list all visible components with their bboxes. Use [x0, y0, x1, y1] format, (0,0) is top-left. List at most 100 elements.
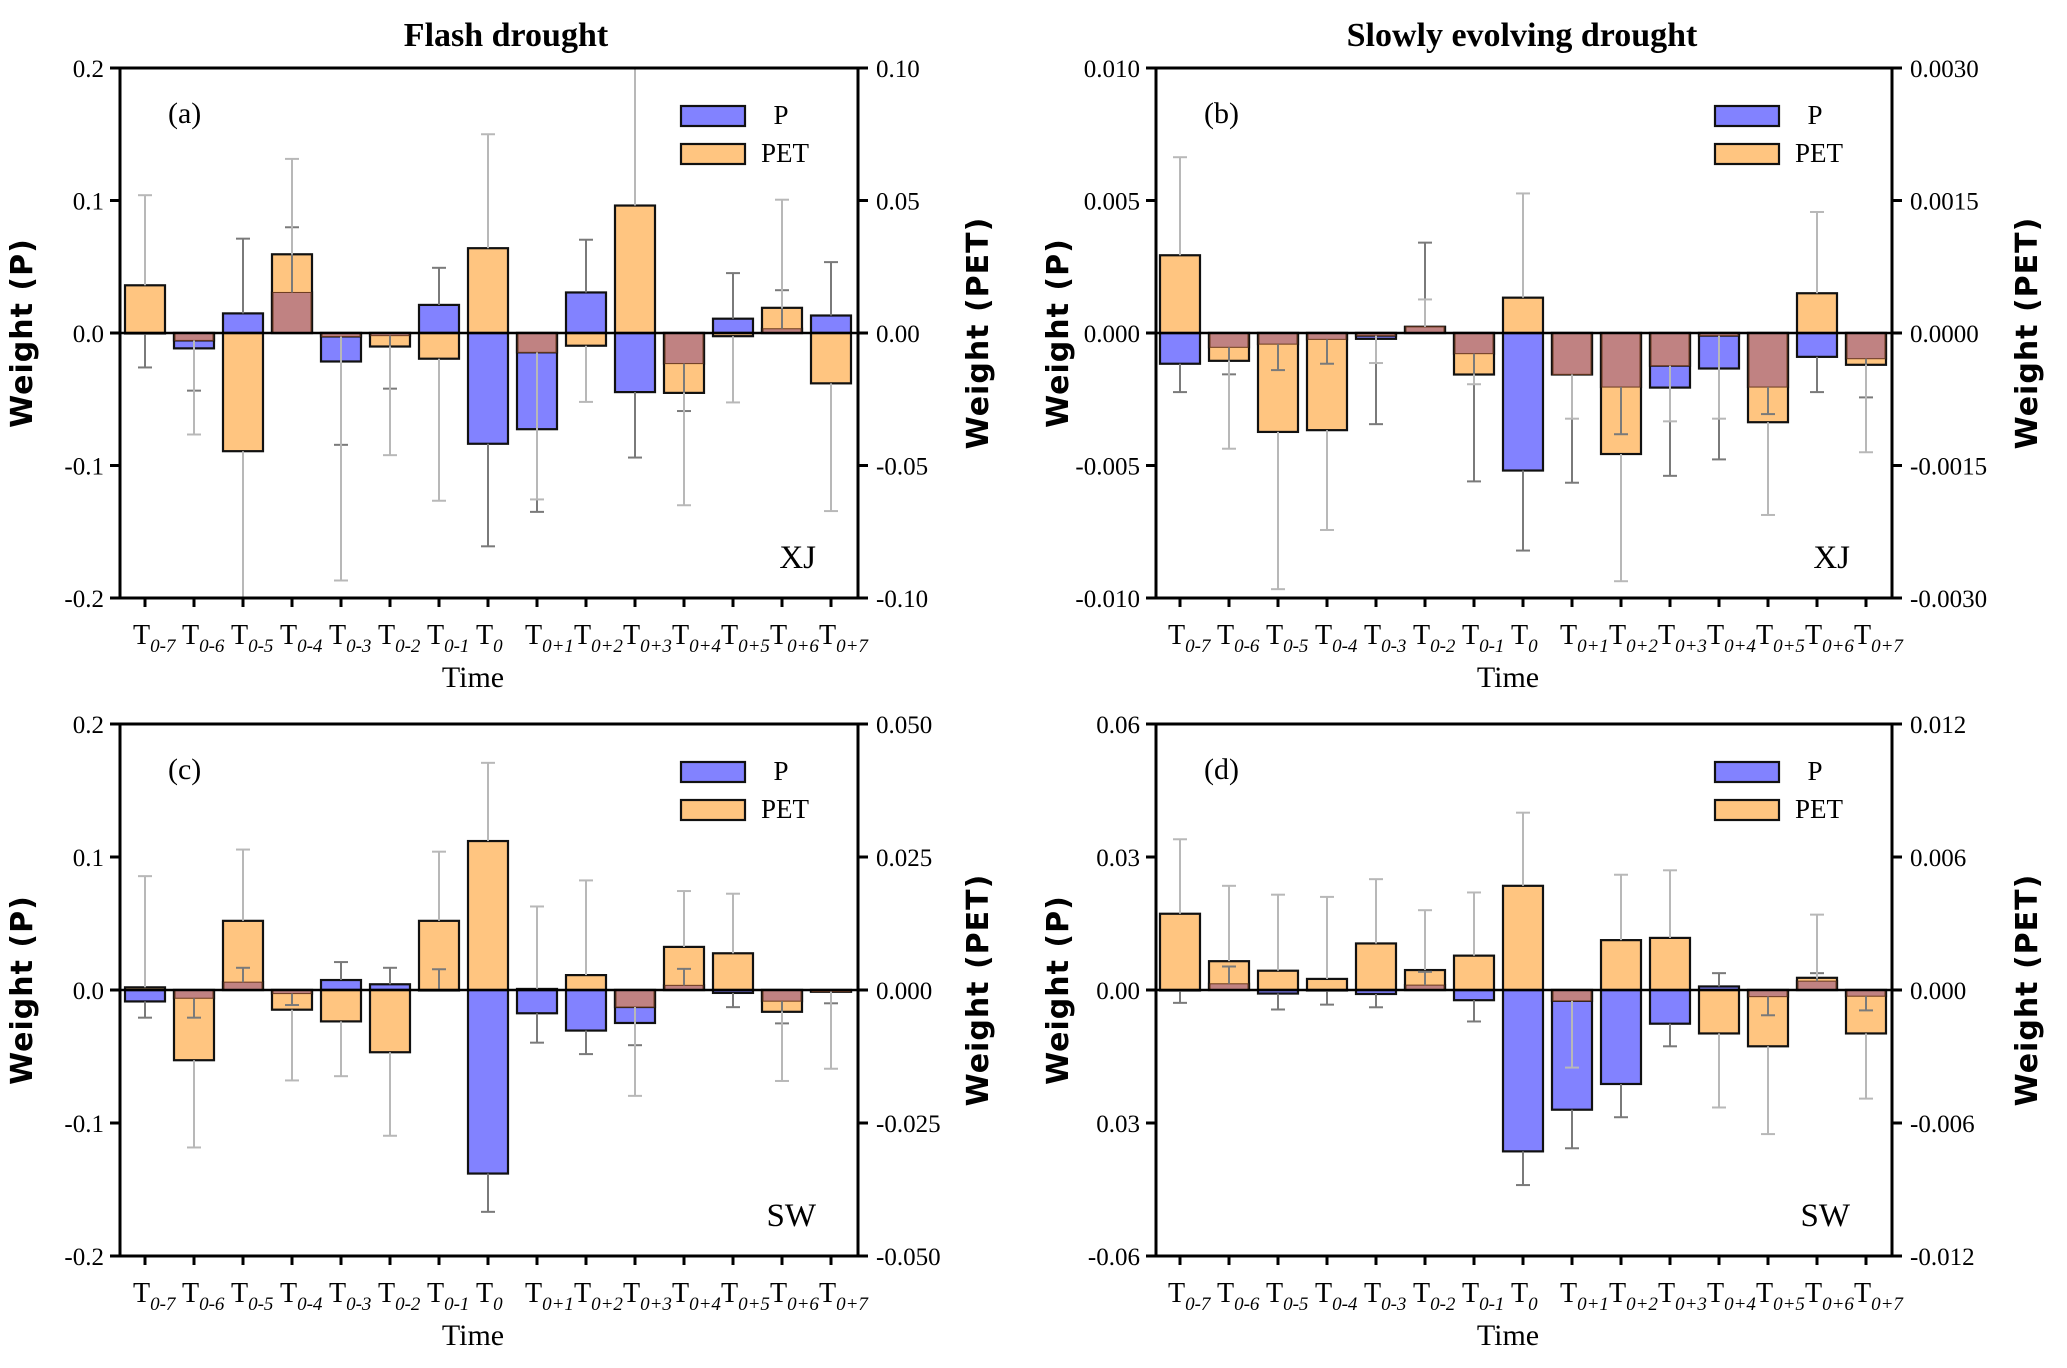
bar-pet	[711, 952, 755, 992]
bar-p	[1501, 988, 1545, 1153]
x-tick-label: T0+1	[1560, 1278, 1609, 1315]
y-axis-label-left: Weight (P)	[1041, 895, 1076, 1085]
y-tick-label-left: 0.00	[1096, 978, 1140, 1005]
bar-pet	[1256, 969, 1300, 992]
y-tick-label-left: 0.005	[1084, 189, 1140, 216]
bar-overlap	[762, 989, 802, 1002]
x-tick-label: T0+5	[721, 1278, 770, 1315]
y-tick-label-left: 0.2	[73, 56, 104, 83]
legend-swatch-p	[1713, 760, 1781, 784]
bar-p	[1795, 331, 1839, 358]
bar-pet	[1452, 954, 1496, 992]
x-tick-label: T0+7	[1854, 620, 1904, 657]
bar-overlap	[615, 989, 655, 1008]
bar-p	[515, 988, 559, 1015]
legend-label-pet: PET	[1795, 138, 1844, 168]
bar-pet	[319, 988, 363, 1023]
y-axis-label-right: Weight (PET)	[2010, 217, 2045, 450]
x-axis-label: Time	[442, 661, 504, 694]
bar-pet	[368, 988, 412, 1054]
x-tick-label: T0	[476, 1278, 503, 1315]
y-tick-label-left: -0.2	[64, 586, 104, 613]
y-tick-label-right: -0.0030	[1910, 586, 1987, 613]
chart-panel-a: T0-7 T0-6 T0-5 T0-4 T0-3 T0-2 T0-1 T0 T0+1 T0+2 T0…	[5, 56, 996, 694]
chart-panel-b: T0-7 T0-6 T0-5 T0-4 T0-3 T0-2 T0-1 T0 T0+1 T0+2 T0…	[1041, 56, 2045, 694]
bar-p	[1158, 331, 1202, 365]
x-tick-label: T0-7	[1168, 1278, 1212, 1315]
x-tick-label: T0-3	[329, 1278, 371, 1315]
bar-pet	[613, 204, 657, 335]
y-tick-label-right: -0.0015	[1910, 454, 1987, 481]
y-tick-label-right: 0.05	[876, 189, 920, 216]
y-tick-label-right: 0.0015	[1910, 189, 1979, 216]
y-tick-label-left: 0.1	[73, 845, 104, 872]
bar-pet	[1305, 977, 1349, 992]
x-tick-label: T0-7	[133, 1278, 177, 1315]
x-tick-label: T0+6	[1805, 620, 1854, 657]
x-tick-label: T0	[1511, 620, 1538, 657]
region-label: SW	[767, 1198, 817, 1234]
bar-overlap	[1650, 332, 1690, 367]
x-tick-label: T0-4	[1315, 620, 1358, 657]
x-tick-label: T0-4	[1315, 1278, 1358, 1315]
chart-panel-d: T0-7 T0-6 T0-5 T0-4 T0-3 T0-2 T0-1 T0 T0+1 T0+2 T0…	[1041, 712, 2045, 1352]
x-tick-label: T0+2	[1609, 620, 1658, 657]
legend-label-pet: PET	[761, 794, 810, 824]
y-tick-label-right: 0.0000	[1910, 321, 1979, 348]
x-tick-label: T0-2	[378, 1278, 421, 1315]
y-axis-label-left: Weight (P)	[5, 238, 40, 428]
bar-pet	[1501, 296, 1545, 335]
x-tick-label: T0-2	[1413, 620, 1456, 657]
x-tick-label: T0-3	[1364, 1278, 1406, 1315]
x-tick-label: T0+4	[672, 620, 721, 657]
bar-p	[123, 988, 167, 1003]
bar-pet	[466, 247, 510, 335]
legend-label-pet: PET	[1795, 794, 1844, 824]
y-tick-label-left: 0.1	[73, 189, 104, 216]
bar-p	[1599, 988, 1643, 1086]
y-tick-label-left: 0.03	[1096, 1111, 1140, 1138]
bar-p	[319, 978, 363, 992]
x-tick-label: T0+2	[574, 1278, 623, 1315]
panel-label: (d)	[1204, 753, 1239, 786]
column-title-flash: Flash drought	[404, 17, 609, 54]
x-tick-label: T0+5	[1756, 1278, 1805, 1315]
x-tick-label: T0+7	[819, 1278, 869, 1315]
y-tick-label-right: 0.10	[876, 56, 920, 83]
legend-label-p: P	[773, 100, 788, 130]
y-tick-label-right: -0.050	[876, 1244, 941, 1271]
y-tick-label-right: 0.012	[1910, 712, 1966, 739]
y-axis-label-right: Weight (PET)	[961, 874, 996, 1107]
x-tick-label: T0-5	[231, 620, 273, 657]
bar-pet	[1648, 936, 1692, 992]
x-tick-label: T0	[476, 620, 503, 657]
bar-overlap	[1797, 980, 1837, 991]
x-tick-label: T0+4	[1707, 1278, 1756, 1315]
y-tick-label-right: -0.012	[1910, 1244, 1975, 1271]
x-tick-label: T0-5	[1266, 1278, 1308, 1315]
bar-pet	[221, 331, 265, 453]
x-tick-label: T0-6	[1217, 620, 1260, 657]
legend-label-pet: PET	[761, 138, 810, 168]
x-tick-label: T0-4	[280, 620, 323, 657]
bar-p	[613, 331, 657, 394]
x-tick-label: T0-7	[133, 620, 177, 657]
panel-label: (c)	[168, 753, 201, 786]
y-tick-label-left: 0.010	[1084, 56, 1140, 83]
bar-pet	[1158, 912, 1202, 992]
y-axis-label-left: Weight (P)	[1041, 238, 1076, 428]
y-tick-label-right: 0.000	[1910, 978, 1966, 1005]
y-tick-label-right: 0.025	[876, 845, 932, 872]
panel-label: (b)	[1204, 97, 1239, 130]
y-tick-label-right: -0.10	[876, 586, 928, 613]
y-tick-label-left: -0.005	[1075, 454, 1140, 481]
x-axis-label: Time	[1477, 1319, 1539, 1352]
bar-pet	[809, 331, 853, 385]
bar-pet	[1158, 254, 1202, 335]
y-tick-label-right: -0.05	[876, 454, 928, 481]
bar-p	[221, 312, 265, 335]
bar-pet	[417, 331, 461, 360]
x-tick-label: T0+2	[574, 620, 623, 657]
y-tick-label-left: -0.1	[64, 454, 104, 481]
